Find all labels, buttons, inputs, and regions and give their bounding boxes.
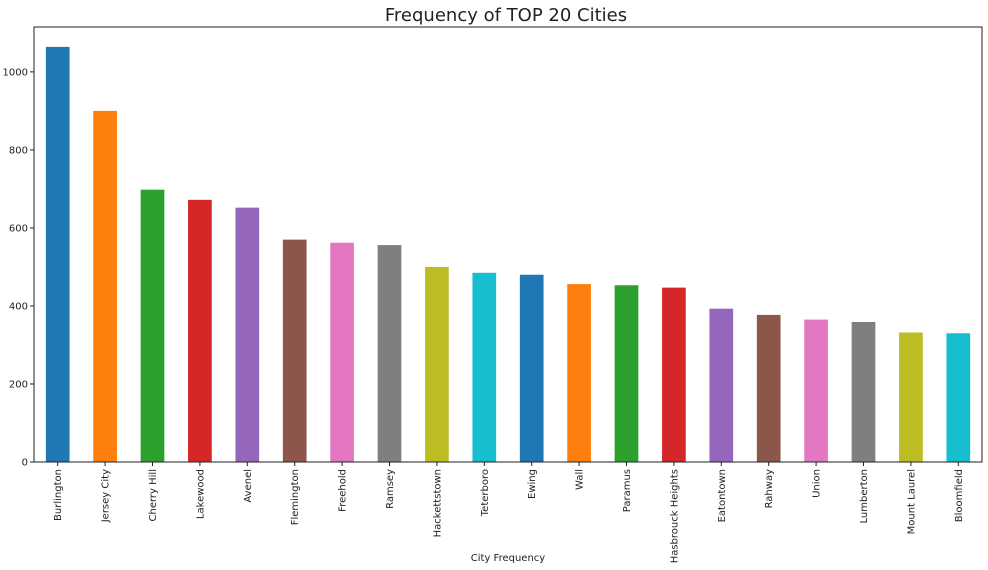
y-tick-label: 0	[22, 458, 28, 469]
x-tick-label: Lakewood	[195, 469, 206, 519]
x-tick-label: Mount Laurel	[906, 469, 917, 534]
y-tick-label: 800	[9, 145, 28, 156]
bar-wall	[567, 284, 591, 462]
bar-teterboro	[472, 272, 497, 462]
x-tick-label: Avenel	[243, 469, 254, 503]
x-tick-label: Jersey City	[101, 469, 112, 523]
y-tick-label: 600	[9, 223, 28, 234]
x-tick-label: Teterboro	[480, 469, 491, 517]
x-tick-label: Hasbrouck Heights	[669, 469, 680, 563]
bar-freehold	[330, 242, 354, 462]
bar-avenel	[235, 207, 260, 462]
x-axis: Burlington Jersey City Cherry Hill Lakewood…	[53, 462, 965, 563]
bar-bloomfield	[946, 333, 971, 462]
bar-mount-laurel	[899, 332, 923, 462]
bar-burlington	[45, 46, 70, 463]
bar-lumberton	[851, 321, 876, 462]
bar-lakewood	[188, 199, 212, 462]
bars-group	[45, 46, 971, 463]
x-tick-label: Union	[812, 469, 823, 498]
bar-hackettstown	[425, 266, 449, 462]
x-tick-label: Eatontown	[717, 469, 728, 522]
x-tick-label: Ramsey	[385, 469, 396, 509]
bar-cherry-hill	[140, 189, 165, 462]
x-tick-label: Hackettstown	[432, 469, 443, 537]
x-tick-label: Bloomfield	[954, 469, 965, 522]
bar-flemington	[282, 239, 307, 462]
x-tick-label: Cherry Hill	[148, 469, 159, 521]
x-tick-label: Burlington	[53, 469, 64, 521]
x-tick-label: Wall	[575, 469, 586, 490]
bar-union	[804, 319, 828, 462]
y-tick-label: 200	[9, 379, 28, 390]
bar-ramsey	[377, 245, 402, 462]
x-tick-label: Lumberton	[859, 469, 870, 523]
bar-ewing	[519, 274, 544, 462]
plot-area-frame	[33, 26, 983, 463]
x-tick-label: Paramus	[622, 469, 633, 512]
bar-jersey-city	[93, 110, 117, 463]
x-tick-label: Freehold	[338, 469, 349, 512]
bar-rahway	[756, 314, 781, 462]
x-tick-label: Flemington	[290, 469, 301, 525]
y-tick-label: 400	[9, 301, 28, 312]
y-axis: 0 200 400 600 800 1000	[3, 67, 34, 469]
bar-eatontown	[709, 308, 734, 462]
x-tick-label: Rahway	[764, 469, 775, 509]
bar-paramus	[614, 285, 639, 462]
x-tick-label: Ewing	[527, 469, 538, 499]
x-axis-label: City Frequency	[471, 553, 546, 564]
chart-title: Frequency of TOP 20 Cities	[385, 5, 627, 26]
bar-hasbrouck-heights	[662, 287, 686, 462]
y-tick-label: 1000	[3, 67, 28, 78]
